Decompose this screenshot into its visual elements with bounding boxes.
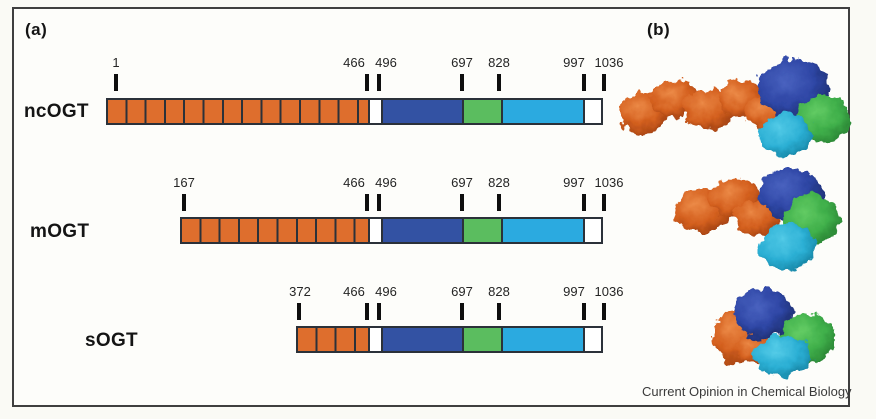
residue-tick <box>602 194 606 211</box>
residue-tick-label: 828 <box>488 284 510 299</box>
residue-tick-label: 997 <box>563 175 585 190</box>
residue-tick-label: 496 <box>375 175 397 190</box>
tpr-repeats-segment <box>108 100 368 123</box>
residue-tick-label: 372 <box>289 284 311 299</box>
linker-segment <box>368 328 381 351</box>
residue-tick <box>582 74 586 91</box>
residue-tick <box>497 303 501 320</box>
residue-tick <box>114 74 118 91</box>
residue-tick <box>497 74 501 91</box>
residue-tick <box>582 194 586 211</box>
catalytic-c-surface <box>754 336 812 376</box>
residue-tick-label: 1 <box>112 55 120 70</box>
residue-tick-label: 1036 <box>594 284 624 299</box>
catalytic-n-segment <box>381 219 462 242</box>
catalytic-c-segment <box>501 100 583 123</box>
residue-tick-label: 828 <box>488 55 510 70</box>
residue-tick <box>602 74 606 91</box>
linker-segment <box>368 219 381 242</box>
panel-a-label: (a) <box>25 20 48 39</box>
residue-tick <box>460 303 464 320</box>
catalytic-c-segment <box>501 328 583 351</box>
intervening-segment <box>462 219 501 242</box>
residue-tick <box>377 194 381 211</box>
residue-tick-label: 1036 <box>594 175 624 190</box>
residue-tick-label: 697 <box>451 284 473 299</box>
linker-segment <box>368 100 381 123</box>
ncogt-structure-image <box>618 60 850 157</box>
tpr-repeats-segment <box>182 219 368 242</box>
residue-tick <box>602 303 606 320</box>
residue-tick <box>377 74 381 91</box>
catalytic-c-segment <box>501 219 583 242</box>
residue-tick <box>460 74 464 91</box>
c-tail-segment <box>583 100 601 123</box>
catalytic-n-segment <box>381 328 462 351</box>
panel-b-label: (b) <box>647 20 671 39</box>
residue-tick <box>497 194 501 211</box>
residue-tick-label: 697 <box>451 55 473 70</box>
catalytic-c-surface <box>759 113 813 157</box>
c-tail-segment <box>583 219 601 242</box>
residue-tick <box>377 303 381 320</box>
catalytic-n-segment <box>381 100 462 123</box>
sogt-domain-bar <box>296 326 603 353</box>
residue-tick-label: 828 <box>488 175 510 190</box>
catalytic-n-surface <box>734 289 792 339</box>
residue-tick-label: 466 <box>343 55 365 70</box>
residue-tick <box>182 194 186 211</box>
mogt-domain-bar <box>180 217 603 244</box>
c-tail-segment <box>583 328 601 351</box>
residue-tick-label: 997 <box>563 55 585 70</box>
residue-tick-label: 167 <box>173 175 195 190</box>
residue-tick <box>365 303 369 320</box>
sogt-structure-image <box>713 289 835 376</box>
figure-frame: (a) (b) ncOGT 1 466 496 697 828 997 1036… <box>12 7 852 407</box>
residue-tick-label: 1036 <box>594 55 624 70</box>
mogt-structure-image <box>674 168 839 271</box>
tpr-repeats-segment <box>298 328 368 351</box>
residue-tick <box>365 74 369 91</box>
residue-tick <box>460 194 464 211</box>
residue-tick-label: 496 <box>375 284 397 299</box>
ncogt-domain-bar <box>106 98 603 125</box>
residue-tick <box>297 303 301 320</box>
residue-tick <box>582 303 586 320</box>
isoform-name-ncogt: ncOGT <box>24 101 89 122</box>
journal-caption: Current Opinion in Chemical Biology <box>642 384 852 399</box>
residue-tick-label: 496 <box>375 55 397 70</box>
residue-tick-label: 466 <box>343 284 365 299</box>
intervening-segment <box>462 100 501 123</box>
residue-tick <box>365 194 369 211</box>
isoform-name-mogt: mOGT <box>30 221 90 242</box>
isoform-name-sogt: sOGT <box>85 330 138 351</box>
catalytic-c-surface <box>760 223 816 271</box>
residue-tick-label: 466 <box>343 175 365 190</box>
intervening-segment <box>462 328 501 351</box>
residue-tick-label: 697 <box>451 175 473 190</box>
residue-tick-label: 997 <box>563 284 585 299</box>
